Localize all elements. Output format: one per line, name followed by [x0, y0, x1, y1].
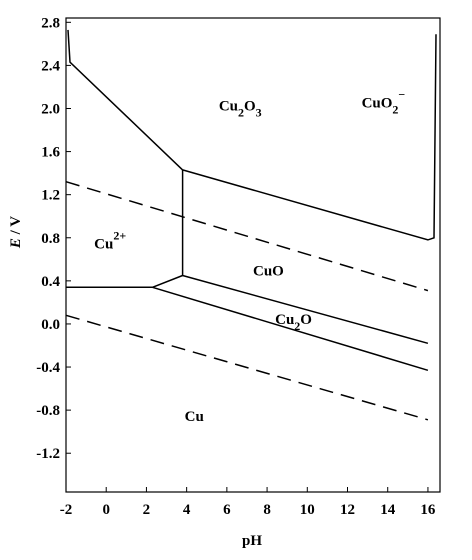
- y-axis-label-unit: / V: [8, 216, 24, 238]
- dashed-line: [65, 314, 429, 421]
- y-tick-label: -0.4: [36, 360, 60, 376]
- region-label-part: Cu: [275, 312, 294, 328]
- y-tick-label: 0.8: [41, 231, 60, 247]
- region-label: Cu2O3: [219, 99, 262, 120]
- x-tick-label: 0: [102, 502, 110, 518]
- x-tick-label: 2: [143, 502, 151, 518]
- x-tick-label: 8: [263, 502, 271, 518]
- boundary-line: [182, 34, 437, 241]
- boundary-line: [67, 29, 184, 171]
- y-tick-label: 2.8: [41, 15, 60, 31]
- region-label-part: O: [244, 99, 256, 115]
- region-label-part: Cu: [94, 237, 113, 253]
- boundary-line: [152, 286, 429, 372]
- region-label: CuO: [253, 263, 284, 279]
- y-tick-label: 1.2: [41, 188, 60, 204]
- region-label: Cu2+: [94, 229, 126, 253]
- region-label: Cu: [185, 409, 204, 425]
- x-tick-label: 14: [380, 502, 396, 518]
- region-label-part: 2+: [113, 229, 126, 243]
- y-tick-label: -0.8: [36, 403, 60, 419]
- y-tick-label: 0.0: [41, 317, 60, 333]
- plot-frame: [65, 17, 441, 493]
- region-label-part: −: [398, 87, 405, 101]
- region-label-part: O: [300, 312, 312, 328]
- region-label-part: Cu: [219, 99, 238, 115]
- region-label-part: 2: [294, 319, 300, 333]
- x-tick-label: 4: [183, 502, 191, 518]
- region-label-part: 2: [238, 106, 244, 120]
- x-tick-label: 10: [300, 502, 315, 518]
- x-tick-label: 6: [223, 502, 231, 518]
- region-label: CuO2−: [362, 87, 406, 116]
- region-label-part: Cu: [185, 409, 204, 425]
- y-tick-label: -1.2: [36, 446, 60, 462]
- region-label-part: CuO: [253, 263, 284, 279]
- region-label-part: 3: [256, 106, 262, 120]
- region-label-part: CuO: [362, 95, 393, 111]
- boundary-line: [152, 274, 183, 288]
- region-label-part: 2: [392, 102, 398, 116]
- y-tick-label: 2.4: [41, 58, 60, 74]
- x-tick-label: 12: [340, 502, 355, 518]
- y-axis-label-symbol: E: [8, 238, 24, 249]
- x-tick-label: 16: [420, 502, 436, 518]
- y-axis-label: E / V: [8, 216, 24, 249]
- x-tick-label: -2: [60, 502, 73, 518]
- region-label: Cu2O: [275, 312, 312, 333]
- x-axis-label: pH: [242, 533, 262, 549]
- y-tick-label: 0.4: [41, 274, 60, 290]
- boundary-line: [182, 274, 429, 345]
- y-tick-label: 1.6: [41, 145, 60, 161]
- y-tick-label: 2.0: [41, 101, 60, 117]
- dashed-line: [65, 180, 429, 292]
